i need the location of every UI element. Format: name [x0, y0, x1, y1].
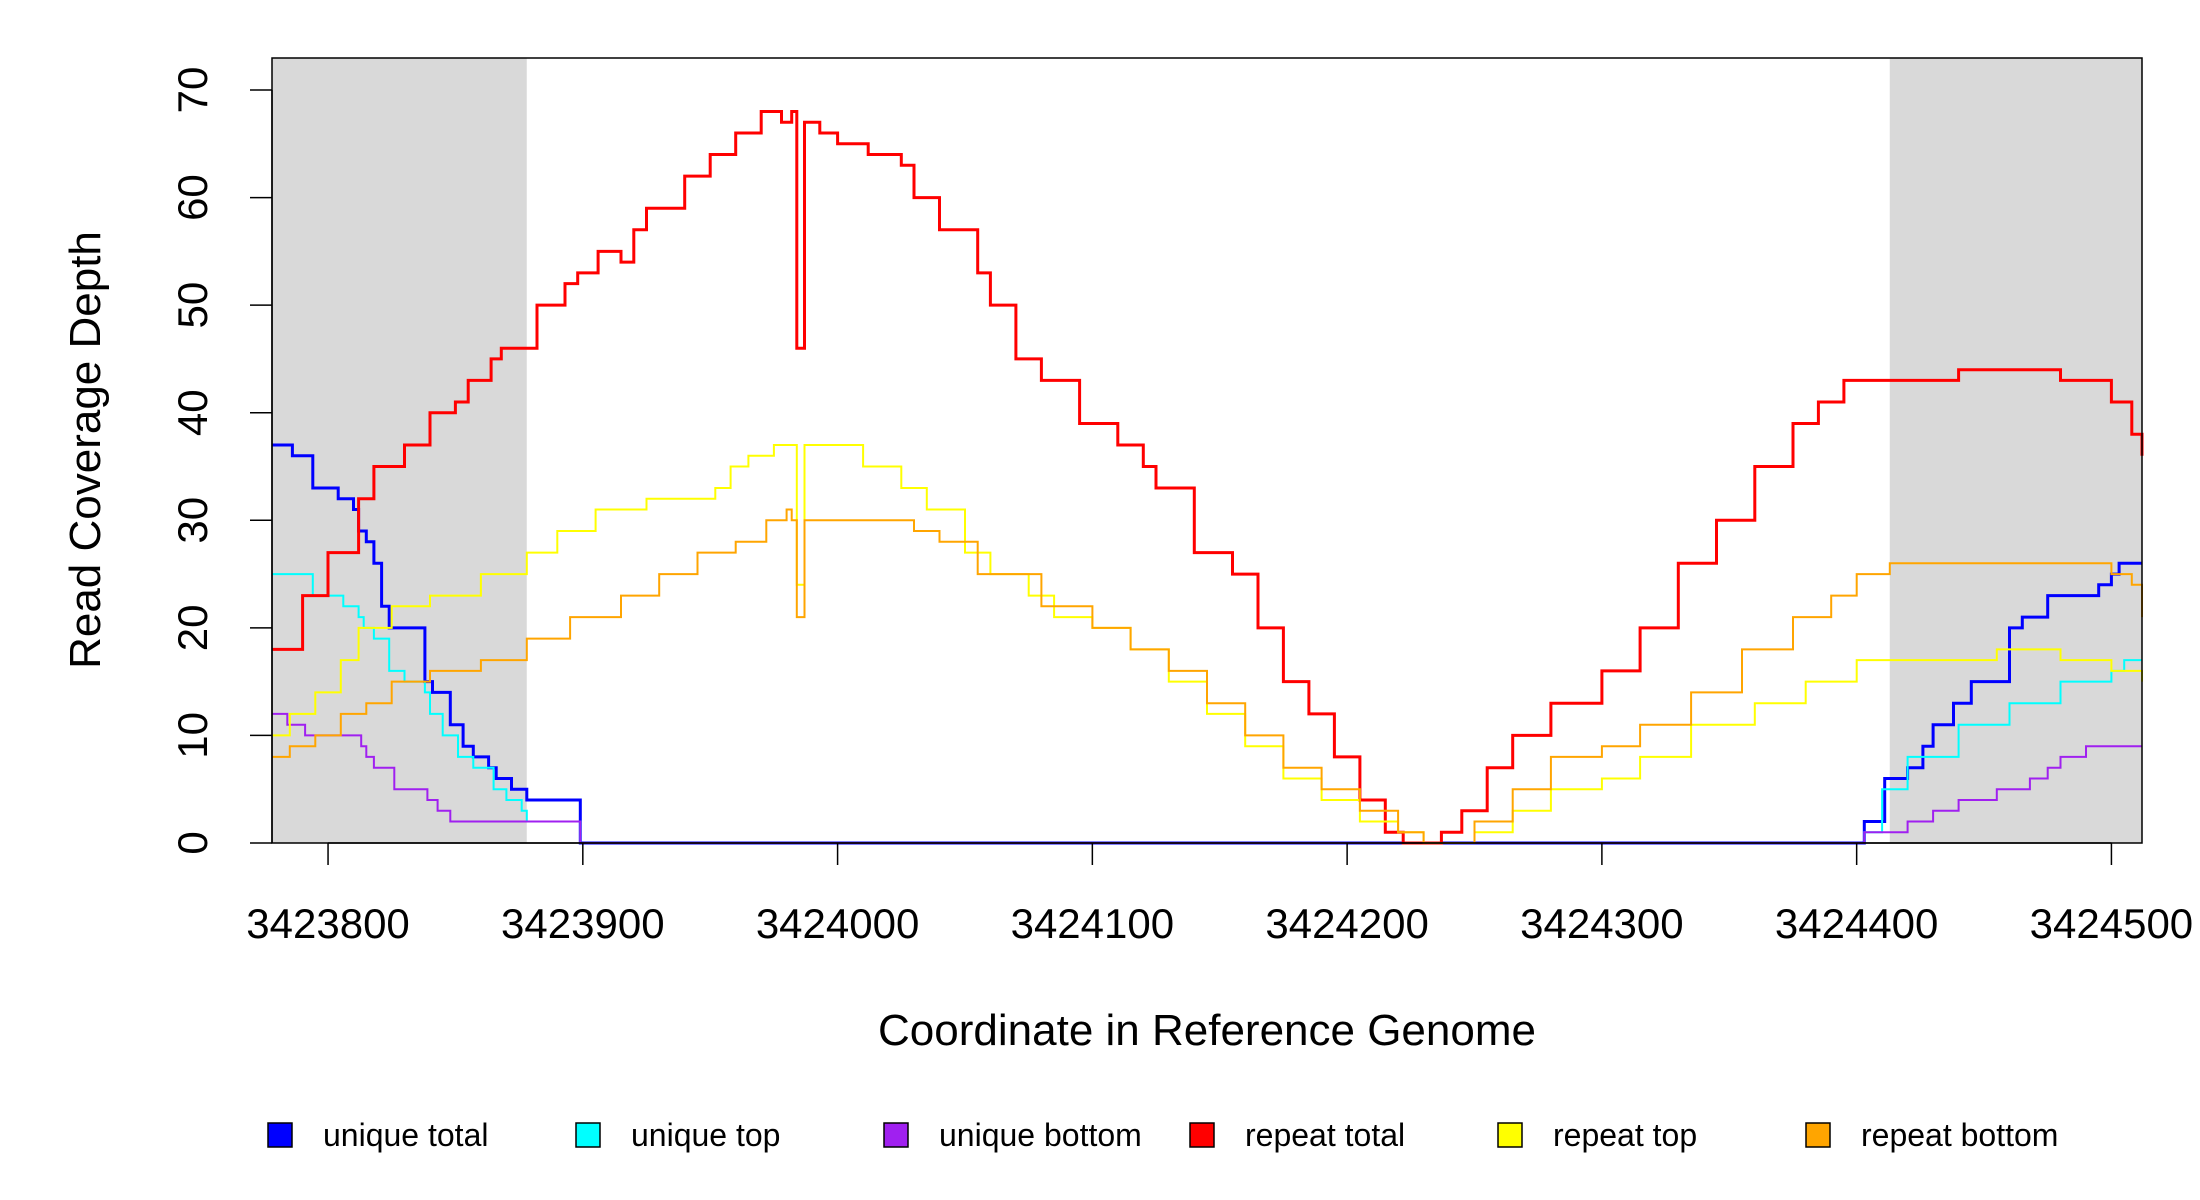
shaded-regions	[272, 58, 2142, 843]
y-tick-label: 60	[169, 174, 216, 221]
series-line-repeat-top	[272, 444, 2143, 844]
legend-label: unique bottom	[939, 1117, 1142, 1153]
legend-label: unique top	[631, 1117, 780, 1153]
x-axis-title: Coordinate in Reference Genome	[878, 1006, 1536, 1055]
x-tick-label: 3424300	[1520, 900, 1684, 947]
y-tick-label: 20	[169, 604, 216, 651]
legend-swatch	[575, 1122, 601, 1148]
series-lines	[272, 110, 2144, 845]
series-line-unique-top	[272, 573, 2142, 844]
legend: unique total unique top unique bottom repea…	[267, 1117, 2058, 1153]
x-tick-label: 3423900	[501, 900, 665, 947]
y-tick-label: 10	[169, 712, 216, 759]
y-tick-label: 70	[169, 67, 216, 114]
y-tick-label: 50	[169, 282, 216, 329]
legend-label: repeat bottom	[1861, 1117, 2058, 1153]
legend-swatch	[267, 1122, 293, 1148]
series-line-unique-total	[272, 443, 2142, 845]
y-tick-label: 40	[169, 389, 216, 436]
x-tick-label: 3424500	[2030, 900, 2194, 947]
y-axis: 0 10 20 30 40 50 60 70	[169, 67, 273, 855]
y-axis-title: Read Coverage Depth	[61, 231, 110, 669]
series-line-unique-bottom	[272, 712, 2142, 844]
x-tick-label: 3424400	[1775, 900, 1939, 947]
x-tick-label: 3424200	[1265, 900, 1429, 947]
legend-label: repeat top	[1553, 1117, 1697, 1153]
x-tick-label: 3424100	[1011, 900, 1175, 947]
series-line-repeat-total	[272, 110, 2144, 845]
plot-frame	[271, 57, 2143, 844]
x-axis: 3423800 3423900 3424000 3424100 3424200 34243…	[246, 842, 2194, 947]
x-tick-label: 3424000	[756, 900, 920, 947]
legend-swatch	[1189, 1122, 1215, 1148]
y-tick-label: 0	[169, 831, 216, 854]
legend-label: unique total	[323, 1117, 488, 1153]
legend-swatch	[1805, 1122, 1831, 1148]
series-line-repeat-bottom	[272, 508, 2143, 844]
y-tick-label: 30	[169, 497, 216, 544]
shaded-region	[272, 58, 527, 843]
legend-swatch	[883, 1122, 909, 1148]
shaded-region	[1889, 58, 2142, 843]
x-tick-label: 3423800	[246, 900, 410, 947]
legend-label: repeat total	[1245, 1117, 1405, 1153]
legend-swatch	[1497, 1122, 1523, 1148]
